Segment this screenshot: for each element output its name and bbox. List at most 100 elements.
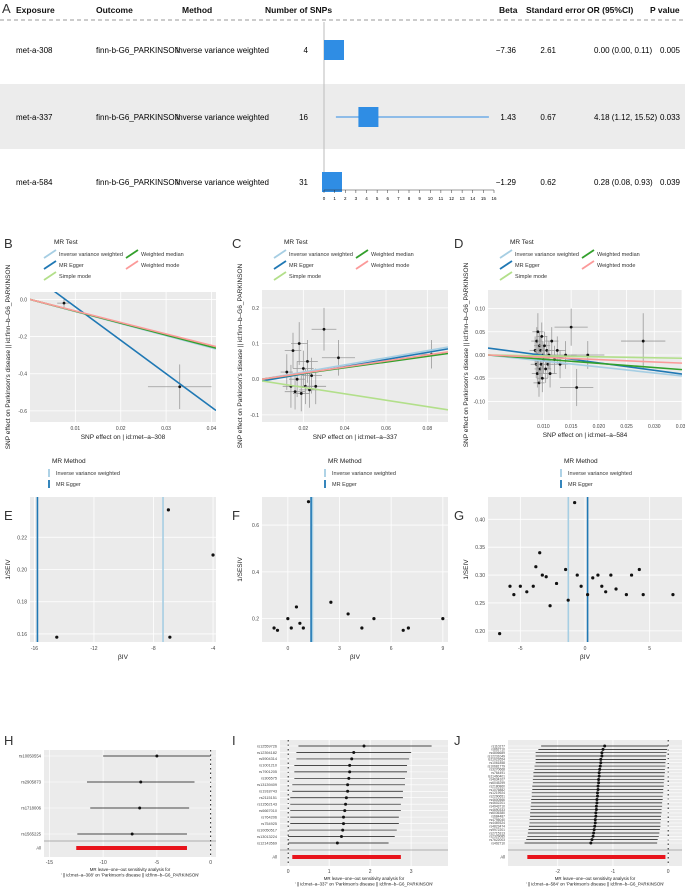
snp-label: rs3270668	[489, 768, 505, 772]
loo-estimate-point	[130, 832, 134, 836]
cell-outcome: finn-b-G6_PARKINSON	[96, 46, 181, 55]
legend-item: MR Egger	[56, 482, 81, 488]
x-tick-label: -2	[555, 869, 560, 875]
snp-label: rs492710	[491, 841, 505, 845]
loo-estimate-point	[600, 751, 604, 755]
cell-beta: 1.43	[500, 113, 516, 122]
cell-pvalue: 0.033	[660, 113, 681, 122]
x-tick-label: 0	[286, 646, 289, 652]
x-tick-label: 0.08	[422, 426, 432, 432]
data-point	[289, 626, 293, 630]
data-point	[534, 565, 538, 569]
loo-panel: -2 -1 0 rs110277rs862710rs4806689rs12231049…	[488, 740, 682, 887]
x-tick-label: -4	[211, 646, 216, 652]
y-tick-label: 0.4	[252, 570, 259, 576]
legend-item: Inverse variance weighted	[515, 252, 579, 258]
x-tick-label: 0.02	[298, 426, 308, 432]
loo-panel: 0 1 2 3 rs12559726 rs12394182 rs5904314 rs10012…	[257, 740, 448, 887]
regression-line	[262, 351, 448, 380]
cell-exposure: met-a-337	[16, 113, 53, 122]
or-box	[324, 40, 344, 60]
snp-label: rs4795040	[489, 818, 505, 822]
header-pvalue: P value	[650, 5, 680, 15]
y-tick-label: 0.6	[252, 523, 259, 529]
x-tick-label: 6	[390, 646, 393, 652]
legend-key	[273, 249, 287, 259]
snp-label: rs12559726	[257, 744, 277, 748]
loo-estimate-point	[595, 794, 599, 798]
legend-item: Weighted median	[371, 252, 414, 258]
cell-pvalue: 0.005	[660, 46, 681, 55]
loo-estimate-point	[594, 814, 598, 818]
y-tick-label: -0.2	[18, 335, 27, 341]
x-tick-label: 0.04	[340, 426, 350, 432]
data-point	[310, 374, 313, 378]
snp-label: rs2290651	[489, 794, 505, 798]
x-axis-label: SNP effect on | id:met–a–308	[81, 434, 166, 441]
data-point	[600, 584, 604, 588]
data-point	[548, 372, 552, 375]
legend-key	[581, 260, 595, 270]
cell-beta: −7.36	[496, 46, 517, 55]
data-point	[401, 628, 405, 632]
snp-label: rs1061858	[489, 761, 505, 765]
header-nsnp: Number of SNPs	[265, 5, 332, 15]
legend-item: Weighted mode	[597, 263, 635, 269]
loo-estimate-point	[344, 802, 348, 806]
legend-item: MR Egger	[59, 263, 84, 269]
legend-key	[43, 271, 57, 281]
snp-label: rs7622003	[489, 838, 505, 842]
cell-outcome: finn-b-G6_PARKINSON	[96, 178, 181, 187]
y-tick-label: 0.2	[252, 306, 259, 312]
legend-item: Weighted mode	[141, 263, 179, 269]
data-point	[322, 327, 326, 331]
forest-tick-label: 10	[428, 196, 434, 201]
forest-tick-label: 2	[344, 196, 347, 201]
scatter-panel: 0.01 0.02 0.03 0.04 0.0 -0.2 -0.4 -0.6 SNP effec…	[5, 239, 217, 449]
data-point	[544, 367, 548, 371]
data-point	[168, 635, 172, 639]
cell-method: Inverse variance weighted	[176, 46, 269, 55]
legend-mr-test: MR Test Inverse variance weighted MR Egger…	[273, 239, 414, 281]
legend-item: Weighted median	[597, 252, 640, 258]
data-point	[543, 344, 546, 348]
x-axis-label-2: ' || id:met–a–584' on 'Parkinson's disea…	[526, 882, 665, 887]
data-point	[360, 626, 364, 630]
data-point	[554, 581, 559, 586]
x-tick-label: 9	[441, 646, 444, 652]
header-beta: Beta	[499, 5, 518, 15]
forest-tick-label: 13	[460, 196, 466, 201]
regression-line	[488, 354, 682, 371]
loo-estimate-point	[597, 774, 601, 778]
snp-label: rs4943710	[489, 805, 505, 809]
panel-a: A Exposure Outcome Method Number of SNPs…	[0, 1, 685, 201]
panel-label-j: J	[454, 733, 461, 748]
regression-line	[262, 380, 448, 411]
forest-tick-label: 15	[481, 196, 487, 201]
forest-tick-label: 5	[376, 196, 379, 201]
data-point	[537, 381, 541, 385]
data-point	[637, 567, 641, 572]
x-tick-label: 3	[410, 869, 413, 875]
forest-axis: 0 1 2 3 4 5 6 7 8 9 10 11 12 13 14 15 16	[323, 189, 497, 201]
loo-estimate-point	[593, 821, 597, 825]
cell-exposure: met-a-308	[16, 46, 53, 55]
snp-label: rs306575	[261, 777, 277, 781]
loo-estimate-point	[343, 809, 347, 813]
forest-tick-label: 11	[439, 196, 444, 201]
loo-estimate-point	[589, 841, 593, 845]
snp-label: rs2329085	[489, 835, 505, 839]
loo-estimate-point	[350, 757, 354, 761]
funnel-panel: 0 3 6 9 0.6 0.4 0.2 βIV 1/SESIV MR Method Inverse …	[237, 458, 448, 661]
x-tick-label: 1	[328, 869, 331, 875]
legend-item: MR Egger	[332, 482, 357, 488]
forest-tick-label: 4	[365, 196, 368, 201]
legend-key	[43, 260, 57, 270]
legend-key	[499, 260, 513, 270]
data-point	[285, 370, 289, 374]
data-point	[540, 376, 544, 380]
snp-label: rs5904314	[259, 757, 277, 761]
x-tick-label: -8	[151, 646, 156, 652]
snp-label: rs862710	[491, 748, 505, 752]
